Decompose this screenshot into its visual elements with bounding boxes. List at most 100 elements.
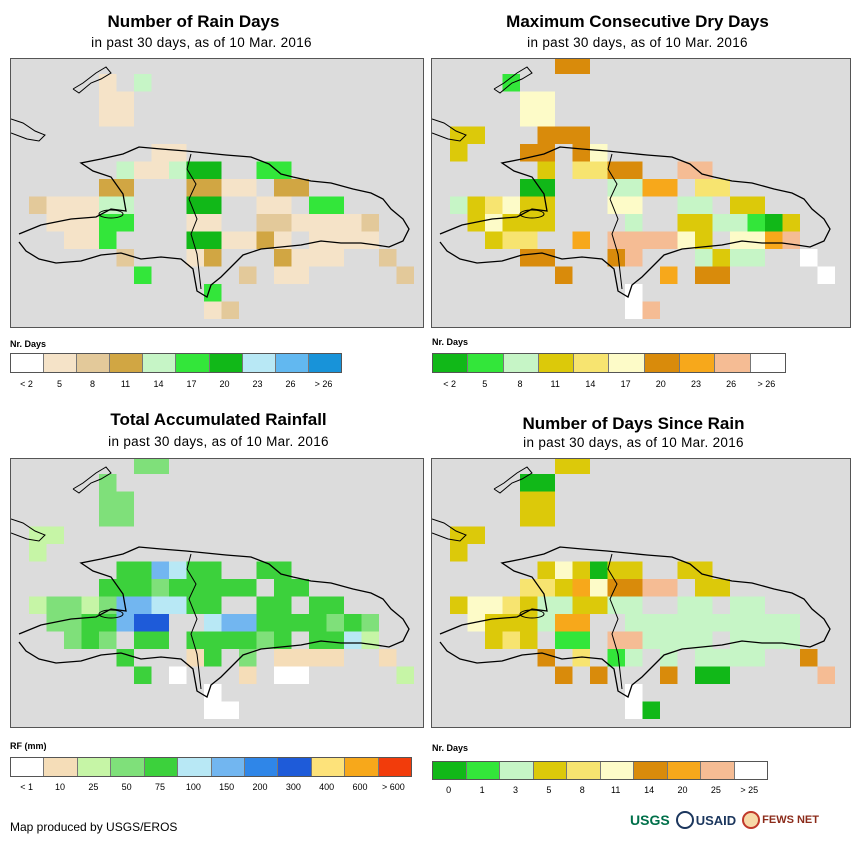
- legend-swatch: [433, 762, 467, 779]
- legend-swatch: [574, 354, 610, 372]
- grid-cell: [782, 231, 800, 249]
- legend-bar: [10, 757, 412, 777]
- legend-label: 20: [677, 785, 688, 795]
- grid-cell: [99, 231, 117, 249]
- grid-cell: [555, 126, 590, 144]
- legend-labels: < 2 5 8 11 14 17 20 23 26 > 26: [432, 379, 784, 391]
- legend-title: Nr. Days: [10, 339, 47, 349]
- grid-cell: [642, 614, 678, 632]
- grid-cell: [274, 266, 309, 284]
- grid-cell: [642, 631, 678, 649]
- hispaniola-coastline: [18, 146, 410, 298]
- grid-cell: [169, 666, 187, 684]
- panel-subtitle: in past 30 days, as of 10 Mar. 2016: [527, 35, 748, 50]
- grid-cell: [221, 579, 257, 597]
- grid-cell: [134, 74, 152, 92]
- cuba-coast: [11, 518, 46, 542]
- legend-label: 3: [512, 785, 519, 795]
- grid-cell: [730, 631, 765, 649]
- grid-cell: [99, 509, 134, 527]
- usgs-logo: USGS: [630, 812, 670, 828]
- grid-cell: [502, 631, 520, 649]
- legend-swatch: [468, 354, 504, 372]
- grid-cell: [730, 649, 765, 667]
- legend-label: 26: [726, 379, 737, 389]
- inagua-island: [493, 466, 533, 494]
- grid-cell: [221, 701, 239, 719]
- grid-cell: [572, 161, 608, 179]
- cuba-coast: [432, 118, 467, 142]
- map-rain-days: [10, 58, 424, 328]
- grid-cell: [502, 596, 520, 614]
- legend-swatch: [311, 758, 346, 776]
- legend-swatch: [433, 354, 469, 372]
- grid-cell: [239, 666, 257, 684]
- fews-seal-icon: [742, 811, 761, 829]
- grid-cell: [642, 701, 660, 719]
- legend-swatch: [44, 758, 78, 776]
- legend-swatch: [244, 758, 279, 776]
- grid-cell: [309, 231, 344, 249]
- grid-cell: [555, 579, 573, 597]
- legend-label: 100: [185, 782, 201, 792]
- grid-cell: [256, 561, 292, 579]
- legend-label: 75: [154, 782, 166, 792]
- legend-bar: [432, 761, 768, 780]
- grid-cell: [765, 231, 783, 249]
- legend-swatch: [11, 758, 45, 776]
- grid-cell: [344, 214, 362, 232]
- legend-label: 11: [120, 379, 131, 389]
- grid-cell: [99, 179, 134, 197]
- grid-cell: [765, 214, 783, 232]
- grid-cell: [361, 614, 379, 632]
- grid-cell: [555, 59, 590, 74]
- grid-cell: [221, 631, 257, 649]
- map-credit: Map produced by USGS/EROS: [10, 820, 178, 834]
- grid-cell: [677, 161, 713, 179]
- grid-cell: [379, 649, 397, 667]
- grid-cell: [186, 214, 222, 232]
- grid-cell: [450, 144, 468, 162]
- panel-total-rainfall: Total Accumulated Rainfall in past 30 da…: [0, 400, 427, 805]
- panel-max-dry-days: Maximum Consecutive Dry Days in past 30 …: [427, 0, 854, 400]
- grid-cell: [186, 649, 204, 667]
- grid-cell: [607, 249, 625, 267]
- legend-swatch: [242, 354, 276, 372]
- legend-label: 11: [611, 785, 621, 795]
- grid-cell: [221, 614, 257, 632]
- grid-cell: [642, 301, 660, 319]
- gonave-island: [98, 609, 124, 619]
- legend-label: 50: [121, 782, 132, 792]
- grid-cell: [99, 109, 134, 127]
- legend-labels: < 2 5 8 11 14 17 20 23 26 > 26: [10, 379, 340, 391]
- grid-cell: [607, 649, 625, 667]
- grid-cell: [695, 666, 730, 684]
- grid-cell: [572, 596, 608, 614]
- grid-cell: [677, 214, 713, 232]
- usaid-logo-text: USAID: [695, 812, 737, 828]
- legend-swatch: [144, 758, 179, 776]
- legend-label: 23: [252, 379, 263, 389]
- usaid-seal-icon: [675, 811, 694, 829]
- grid-cell: [151, 596, 187, 614]
- grid-cell: [800, 649, 818, 667]
- legend-bar: [10, 353, 342, 373]
- grid-cell: [99, 631, 117, 649]
- grid-cell: [309, 249, 344, 267]
- grid-cell: [765, 631, 783, 649]
- legend-label: 14: [585, 379, 596, 389]
- grid-cell: [555, 266, 573, 284]
- legend-label: 17: [620, 379, 631, 389]
- grid-cell: [765, 614, 783, 632]
- grid-cell: [116, 614, 134, 632]
- gonave-island: [519, 609, 545, 619]
- grid-cell: [660, 649, 678, 667]
- legend-swatch: [538, 354, 575, 372]
- grid-cell: [730, 249, 765, 267]
- inagua-island: [72, 466, 112, 494]
- map-max-dry-days: [431, 58, 851, 328]
- grid-cell: [204, 701, 222, 719]
- grid-cell: [151, 144, 187, 162]
- grid-cell: [642, 579, 678, 597]
- legend-title: Nr. Days: [432, 743, 469, 753]
